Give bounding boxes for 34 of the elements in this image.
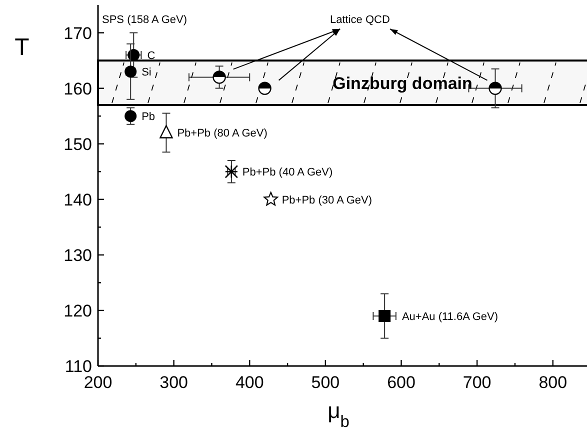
series-label: Pb+Pb (80 A GeV) <box>177 128 268 140</box>
point <box>488 82 502 95</box>
x-tick-label: 300 <box>160 373 188 392</box>
series-label: Pb+Pb (40 A GeV) <box>242 166 333 179</box>
y-tick-label: 160 <box>64 79 92 98</box>
series-label: Si <box>142 66 152 79</box>
annotation: SPS (158 A GeV) <box>102 14 187 26</box>
point <box>160 125 173 138</box>
x-tick-label: 700 <box>462 373 492 392</box>
point <box>212 70 226 84</box>
x-tick-label: 400 <box>235 373 264 392</box>
series-label: Pb+Pb (30 A GeV) <box>282 194 372 206</box>
point <box>378 310 391 322</box>
point <box>264 192 278 206</box>
annotation: Lattice QCD <box>330 14 390 26</box>
y-axis-title: T <box>14 34 30 61</box>
series-label: C <box>147 50 156 62</box>
x-tick-label: 800 <box>538 373 568 392</box>
y-tick-label: 140 <box>64 190 92 210</box>
x-axis-title: μ$_{b}$ <box>328 398 350 430</box>
x-tick-label: 500 <box>311 373 340 392</box>
point <box>224 164 238 178</box>
point <box>124 110 137 122</box>
band-label: Ginzburg domain <box>332 74 472 93</box>
x-tick-label: 600 <box>387 373 416 392</box>
series-label: Pb <box>142 111 156 124</box>
point <box>258 82 272 95</box>
y-tick-label: 130 <box>64 246 92 265</box>
x-tick-label: 200 <box>84 373 112 392</box>
y-tick-label: 150 <box>64 134 92 154</box>
series-label: Au+Au (11.6A GeV) <box>402 311 498 324</box>
y-tick-label: 110 <box>64 357 92 376</box>
y-tick-label: 170 <box>64 24 92 43</box>
y-tick-label: 120 <box>64 301 92 320</box>
